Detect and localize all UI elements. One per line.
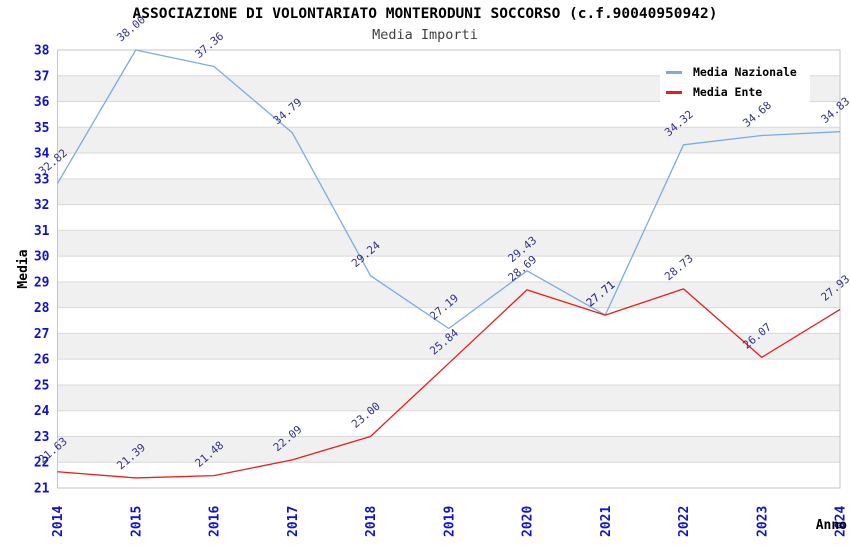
data-label-media-nazionale: 34.68 — [740, 99, 774, 130]
x-tick-label: 2024 — [834, 506, 849, 537]
x-tick-label: 2023 — [755, 506, 770, 537]
y-tick-label: 35 — [34, 121, 50, 136]
series-line-media-nazionale — [56, 49, 841, 330]
y-tick-label: 37 — [34, 69, 50, 84]
x-tick-label: 2016 — [208, 506, 223, 537]
band — [57, 281, 840, 308]
y-tick-label: 26 — [34, 353, 50, 368]
plot-border — [57, 49, 841, 489]
x-tick-label: 2021 — [599, 506, 614, 537]
y-tick-label: 21 — [34, 482, 50, 497]
x-tick-label: 2015 — [129, 506, 144, 537]
y-tick-label: 25 — [34, 378, 50, 393]
x-axis-title: Anno — [816, 518, 847, 533]
band — [57, 436, 840, 463]
legend-swatch-media-ente — [666, 90, 682, 94]
band — [57, 178, 840, 205]
x-tick-label: 2014 — [51, 506, 66, 537]
x-tick-label: 2018 — [364, 506, 379, 537]
legend-item-media-nazionale: Media Nazionale — [666, 62, 810, 82]
y-tick-label: 22 — [34, 456, 50, 471]
y-tick-label: 38 — [34, 44, 50, 59]
band — [57, 384, 840, 411]
data-label-media-nazionale: 37.36 — [193, 30, 227, 61]
x-tick-label: 2019 — [442, 506, 457, 537]
legend-label: Media Ente — [693, 85, 763, 99]
legend: Media Nazionale Media Ente — [660, 54, 810, 102]
band — [57, 127, 840, 154]
y-tick-label: 24 — [34, 404, 50, 419]
legend-label: Media Nazionale — [693, 65, 797, 79]
x-tick-label: 2022 — [677, 506, 692, 537]
y-tick-label: 28 — [34, 301, 50, 316]
y-tick-label: 27 — [34, 327, 50, 342]
chart-title: ASSOCIAZIONE DI VOLONTARIATO MONTERODUNI… — [132, 6, 718, 22]
legend-item-media-ente: Media Ente — [666, 82, 810, 102]
y-tick-label: 36 — [34, 95, 50, 110]
band — [57, 230, 840, 257]
y-tick-label: 30 — [34, 250, 50, 265]
band — [57, 333, 840, 360]
x-tick-label: 2017 — [286, 506, 301, 537]
y-tick-label: 32 — [34, 198, 50, 213]
legend-swatch-media-nazionale — [666, 70, 682, 74]
y-tick-label: 31 — [34, 224, 50, 239]
x-tick-label: 2020 — [521, 506, 536, 537]
series-line-media-ente — [57, 288, 841, 479]
data-label-media-nazionale: 38.00 — [114, 13, 148, 44]
y-tick-label: 34 — [34, 147, 50, 162]
y-tick-label: 23 — [34, 430, 50, 445]
chart-subtitle: Media Importi — [372, 27, 478, 43]
y-tick-label: 29 — [34, 275, 50, 290]
y-axis-title: Media — [16, 249, 31, 288]
y-tick-label: 33 — [34, 172, 50, 187]
